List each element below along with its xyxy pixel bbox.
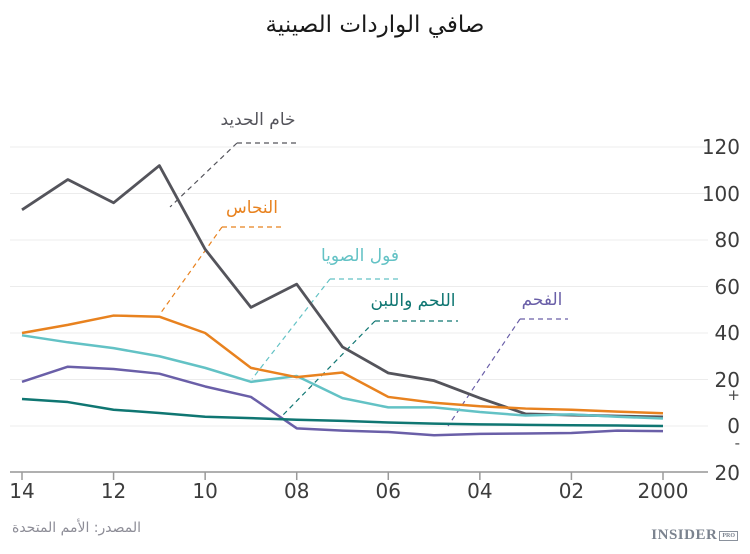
y-tick-label-120: 120 — [701, 135, 740, 159]
series-label-soybeans: فول الصويا — [320, 246, 399, 266]
chart-title: صافي الواردات الصينية — [265, 12, 485, 38]
x-tick-label-14: 14 — [9, 479, 35, 503]
leader-coal — [447, 318, 521, 427]
y-tick-label-60: 60 — [714, 274, 740, 299]
y-tick-label-80: 80 — [714, 228, 740, 252]
x-tick-label-12: 12 — [100, 479, 127, 503]
series-label-coal: الفحم — [521, 290, 563, 310]
x-tick-label-2000: 2000 — [637, 479, 689, 503]
series-label-meat-and-dairy: اللحم واللبن — [370, 291, 456, 311]
y-tick-label--20: 20 — [714, 460, 740, 485]
x-tick-label-10: 10 — [192, 479, 218, 503]
series-label-iron-ore: خام الحديد — [220, 110, 296, 130]
x-tick-label-02: 02 — [558, 479, 585, 503]
leader-iron-ore — [169, 142, 238, 208]
x-tick-label-04: 04 — [467, 479, 493, 503]
y-axis-negative-marker: - — [734, 434, 740, 453]
line-copper — [21, 314, 664, 415]
y-axis-positive-marker: + — [727, 385, 740, 404]
brand-badge: PRO — [719, 530, 738, 541]
line-meat-and-dairy — [21, 397, 664, 428]
leader-soybeans — [251, 278, 331, 380]
y-tick-label-100: 100 — [701, 181, 740, 206]
y-tick-label-0: 0 — [727, 414, 740, 438]
brand-name: INSIDER — [651, 527, 718, 543]
line-soybeans — [21, 334, 664, 420]
y-tick-label-20: 20 — [714, 367, 740, 392]
series-label-copper: النحاس — [226, 198, 278, 218]
x-tick-label-06: 06 — [375, 479, 401, 503]
leader-meat-and-dairy — [282, 320, 376, 416]
insider-pro-logo: INSIDER PRO — [651, 527, 738, 544]
y-tick-label-40: 40 — [714, 321, 740, 345]
line-coal — [21, 365, 664, 437]
source-note: المصدر: الأمم المتحدة — [12, 520, 142, 536]
x-tick-label-08: 08 — [283, 479, 310, 503]
